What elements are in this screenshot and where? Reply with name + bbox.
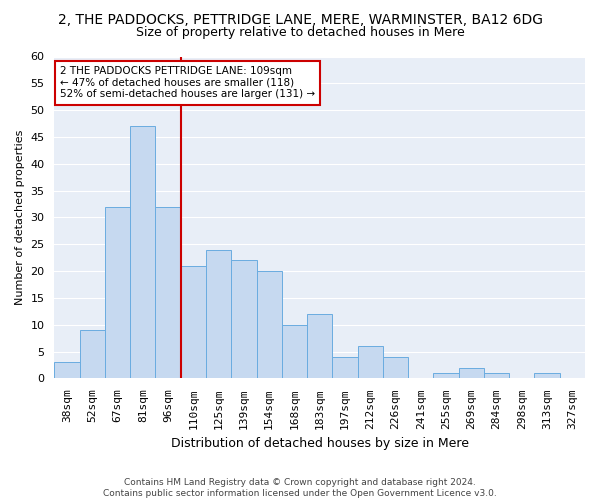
Bar	[105, 206, 130, 378]
Text: 2 THE PADDOCKS PETTRIDGE LANE: 109sqm
← 47% of detached houses are smaller (118): 2 THE PADDOCKS PETTRIDGE LANE: 109sqm ← …	[60, 66, 315, 100]
Text: Size of property relative to detached houses in Mere: Size of property relative to detached ho…	[136, 26, 464, 39]
X-axis label: Distribution of detached houses by size in Mere: Distribution of detached houses by size …	[171, 437, 469, 450]
Bar	[307, 314, 332, 378]
Bar	[282, 325, 307, 378]
Bar	[206, 250, 231, 378]
Bar	[80, 330, 105, 378]
Bar	[231, 260, 257, 378]
Bar	[535, 373, 560, 378]
Bar	[332, 357, 358, 378]
Bar	[155, 206, 181, 378]
Text: 2, THE PADDOCKS, PETTRIDGE LANE, MERE, WARMINSTER, BA12 6DG: 2, THE PADDOCKS, PETTRIDGE LANE, MERE, W…	[58, 12, 542, 26]
Bar	[458, 368, 484, 378]
Text: Contains HM Land Registry data © Crown copyright and database right 2024.
Contai: Contains HM Land Registry data © Crown c…	[103, 478, 497, 498]
Bar	[484, 373, 509, 378]
Bar	[383, 357, 408, 378]
Bar	[130, 126, 155, 378]
Bar	[257, 271, 282, 378]
Bar	[181, 266, 206, 378]
Y-axis label: Number of detached properties: Number of detached properties	[15, 130, 25, 305]
Bar	[433, 373, 458, 378]
Bar	[358, 346, 383, 378]
Bar	[55, 362, 80, 378]
